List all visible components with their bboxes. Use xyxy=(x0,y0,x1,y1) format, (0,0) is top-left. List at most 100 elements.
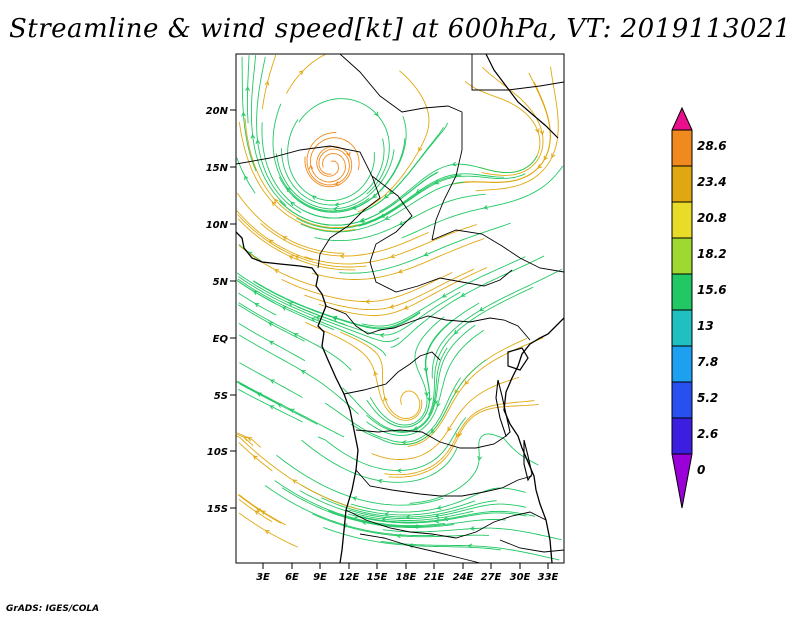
lon-label: 15E xyxy=(367,572,388,583)
streamline-arrow xyxy=(477,456,482,462)
streamline-arrow xyxy=(268,340,274,346)
streamline xyxy=(304,224,478,265)
colorbar-segment xyxy=(672,202,692,238)
streamline-arrow xyxy=(464,380,470,385)
streamline-arrow xyxy=(255,139,261,145)
streamline xyxy=(264,485,435,537)
lon-label: 12E xyxy=(339,572,360,583)
streamline xyxy=(463,72,551,183)
streamline-arrow xyxy=(396,468,402,474)
colorbar-top-arrow xyxy=(672,108,692,130)
streamline-arrow xyxy=(418,146,423,152)
streamline-arrow xyxy=(390,253,396,259)
streamline xyxy=(357,70,430,213)
streamline xyxy=(304,268,475,311)
streamline-arrow xyxy=(397,269,403,274)
streamline-arrow xyxy=(264,80,270,86)
streamline-arrow xyxy=(434,180,440,185)
streamline-arrow xyxy=(346,151,351,157)
lat-label: 10N xyxy=(206,220,229,231)
streamline-arrow xyxy=(364,299,370,304)
lon-label: 24E xyxy=(453,572,474,583)
streamline-arrow xyxy=(269,405,275,410)
streamline xyxy=(238,244,262,262)
chart-title: Streamline & wind speed[kt] at 600hPa, V… xyxy=(8,14,792,44)
streamline-arrow xyxy=(412,426,418,431)
streamline-arrow xyxy=(308,164,314,170)
lat-label: 5N xyxy=(213,277,229,288)
streamline-arrow xyxy=(424,392,429,397)
colorbar-segment xyxy=(672,418,692,454)
streamline-arrow xyxy=(298,70,304,76)
streamline-arrow xyxy=(430,428,436,434)
streamline xyxy=(287,119,375,202)
streamline xyxy=(292,116,407,213)
streamline xyxy=(256,56,302,214)
colorbar-segment xyxy=(672,382,692,418)
streamline-arrow xyxy=(292,479,298,484)
streamline xyxy=(301,439,458,483)
lat-label: 5S xyxy=(214,391,228,402)
colorbar-segment xyxy=(672,310,692,346)
streamline xyxy=(431,268,563,379)
border-11 xyxy=(359,533,481,563)
map-frame xyxy=(235,53,565,564)
streamline-arrow xyxy=(310,317,316,322)
streamline xyxy=(312,513,490,538)
border-4 xyxy=(431,229,564,273)
streamline xyxy=(323,526,501,551)
border-7 xyxy=(343,351,441,395)
streamline xyxy=(481,66,544,176)
streamline-arrow xyxy=(427,397,433,403)
colorbar-label: 18.2 xyxy=(697,247,727,261)
streamline-arrow xyxy=(543,155,548,161)
lat-label: 20N xyxy=(206,106,229,117)
streamline-arrow xyxy=(374,111,379,117)
streamline xyxy=(275,149,395,210)
border-8 xyxy=(355,429,507,449)
colorbar-legend: 28.6 23.4 20.8 18.2 15.6 13 7.8 5.2 2.6 … xyxy=(671,106,727,509)
streamline-arrow xyxy=(254,303,260,308)
streamline-arrow xyxy=(245,86,250,92)
streamline xyxy=(237,494,282,524)
streamline-arrow xyxy=(244,175,249,181)
streamline xyxy=(318,267,488,316)
streamline-arrow xyxy=(383,396,388,402)
streamline xyxy=(428,286,534,416)
red-sea-coast xyxy=(485,54,559,139)
lon-label: 18E xyxy=(396,572,417,583)
streamline xyxy=(339,222,511,274)
streamline xyxy=(298,98,390,195)
colorbar-label: 7.8 xyxy=(697,355,718,369)
streamline-arrow xyxy=(269,379,275,384)
streamline xyxy=(388,403,539,478)
streamline xyxy=(379,155,538,213)
lon-label: 21E xyxy=(424,572,445,583)
longitude-axis: 3E 6E 9E 12E 15E 18E 21E 24E 27E 30E 33E xyxy=(256,563,559,583)
streamline-arrow xyxy=(436,402,441,408)
border-3 xyxy=(369,175,513,293)
streamline-arrow xyxy=(436,505,442,510)
streamline xyxy=(369,316,445,426)
streamline-arrow xyxy=(423,251,429,257)
streamline-arrow xyxy=(483,205,489,210)
streamline xyxy=(350,359,487,446)
streamline-arrow xyxy=(254,510,260,515)
colorbar-label: 13 xyxy=(697,319,714,333)
streamline-arrow xyxy=(379,213,385,218)
colorbar-label: 2.6 xyxy=(697,427,718,441)
colorbar-segment xyxy=(672,274,692,310)
streamline-arrow xyxy=(403,305,409,310)
streamline-arrow xyxy=(453,329,459,335)
streamline-arrow xyxy=(388,190,394,195)
streamline xyxy=(312,238,485,280)
streamline-arrow xyxy=(455,432,460,438)
streamline xyxy=(328,510,506,528)
streamline-arrow xyxy=(300,370,306,375)
streamline-arrow xyxy=(252,455,258,460)
lake-victoria xyxy=(507,347,529,371)
streamline xyxy=(274,480,445,527)
border-6 xyxy=(325,305,531,341)
colorbar-segment xyxy=(672,346,692,382)
streamline-arrow xyxy=(383,511,389,517)
